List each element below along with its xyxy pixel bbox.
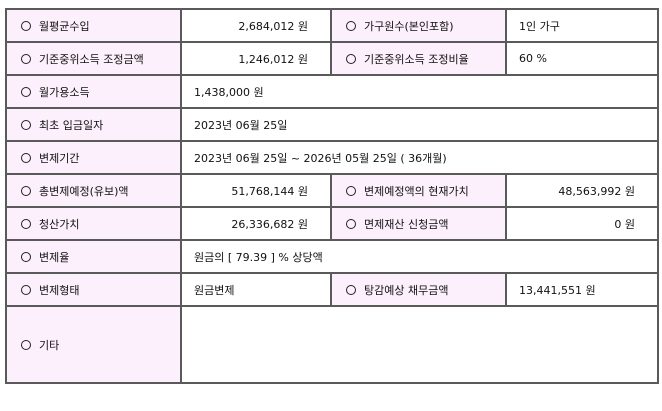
circle-bullet-icon (346, 20, 356, 31)
circle-bullet-icon (21, 218, 31, 229)
label-text: 가구원수(본인포함) (364, 19, 454, 33)
row-value: 1,438,000 원 (180, 74, 659, 109)
label-text: 월가용소득 (39, 85, 90, 99)
label-text: 탕감예상 채무금액 (364, 283, 449, 297)
row-value: 51,768,144 원 (180, 173, 332, 208)
label-text: 기준중위소득 조정금액 (39, 52, 144, 66)
label-text: 변제율 (39, 250, 70, 264)
row-value: 1,246,012 원 (180, 41, 332, 76)
row-value-2: 13,441,551 원 (505, 272, 659, 307)
circle-bullet-icon (346, 185, 356, 196)
row-value-2: 48,563,992 원 (505, 173, 659, 208)
label-text: 월평균수입 (39, 19, 90, 33)
row-label: 면제재산 신청금액 (330, 206, 507, 241)
table-row: 월평균수입 2,684,012 원 가구원수(본인포함) 1인 가구 (5, 8, 659, 43)
row-value (180, 305, 659, 384)
table-row: 변제율 원금의 [ 79.39 ] % 상당액 (5, 239, 659, 274)
circle-bullet-icon (21, 53, 31, 64)
row-label: 변제기간 (5, 140, 182, 175)
circle-bullet-icon (21, 86, 31, 97)
label-text: 변제형태 (39, 283, 80, 297)
row-label: 변제형태 (5, 272, 182, 307)
row-label: 기준중위소득 조정금액 (5, 41, 182, 76)
table-row: 기준중위소득 조정금액 1,246,012 원 기준중위소득 조정비율 60 % (5, 41, 659, 76)
label-text: 기타 (39, 338, 60, 352)
circle-bullet-icon (21, 185, 31, 196)
circle-bullet-icon (346, 53, 356, 64)
table-row: 기타 (5, 305, 659, 384)
label-text: 최초 입금일자 (39, 118, 104, 132)
repayment-summary-table: 월평균수입 2,684,012 원 가구원수(본인포함) 1인 가구 기준중위소득 조정… (5, 8, 659, 384)
row-label: 월가용소득 (5, 74, 182, 109)
table-row: 변제기간 2023년 06월 25일 ~ 2026년 05월 25일 ( 36개월… (5, 140, 659, 175)
label-text: 청산가치 (39, 217, 80, 231)
row-label: 변제율 (5, 239, 182, 274)
circle-bullet-icon (21, 339, 31, 350)
row-value-2: 1인 가구 (505, 8, 659, 43)
row-value-2: 60 % (505, 41, 659, 76)
circle-bullet-icon (21, 251, 31, 262)
circle-bullet-icon (346, 218, 356, 229)
table-row: 월가용소득 1,438,000 원 (5, 74, 659, 109)
row-label: 최초 입금일자 (5, 107, 182, 142)
row-value: 원금의 [ 79.39 ] % 상당액 (180, 239, 659, 274)
row-label: 기준중위소득 조정비율 (330, 41, 507, 76)
label-text: 면제재산 신청금액 (364, 217, 449, 231)
label-text: 총변제예정(유보)액 (39, 184, 129, 198)
label-text: 변제예정액의 현재가치 (364, 184, 469, 198)
row-value: 2,684,012 원 (180, 8, 332, 43)
row-label: 월평균수입 (5, 8, 182, 43)
label-text: 변제기간 (39, 151, 80, 165)
table-row: 최초 입금일자 2023년 06월 25일 (5, 107, 659, 142)
row-value: 2023년 06월 25일 ~ 2026년 05월 25일 ( 36개월) (180, 140, 659, 175)
circle-bullet-icon (346, 284, 356, 295)
row-label: 기타 (5, 305, 182, 384)
table-row: 청산가치 26,336,682 원 면제재산 신청금액 0 원 (5, 206, 659, 241)
row-label: 가구원수(본인포함) (330, 8, 507, 43)
label-text: 기준중위소득 조정비율 (364, 52, 469, 66)
row-value: 원금변제 (180, 272, 332, 307)
row-label: 탕감예상 채무금액 (330, 272, 507, 307)
row-label: 청산가치 (5, 206, 182, 241)
table-row: 총변제예정(유보)액 51,768,144 원 변제예정액의 현재가치 48,563,… (5, 173, 659, 208)
row-value: 26,336,682 원 (180, 206, 332, 241)
circle-bullet-icon (21, 119, 31, 130)
row-label: 변제예정액의 현재가치 (330, 173, 507, 208)
row-label: 총변제예정(유보)액 (5, 173, 182, 208)
row-value-2: 0 원 (505, 206, 659, 241)
circle-bullet-icon (21, 20, 31, 31)
row-value: 2023년 06월 25일 (180, 107, 659, 142)
circle-bullet-icon (21, 284, 31, 295)
table-row: 변제형태 원금변제 탕감예상 채무금액 13,441,551 원 (5, 272, 659, 307)
circle-bullet-icon (21, 152, 31, 163)
